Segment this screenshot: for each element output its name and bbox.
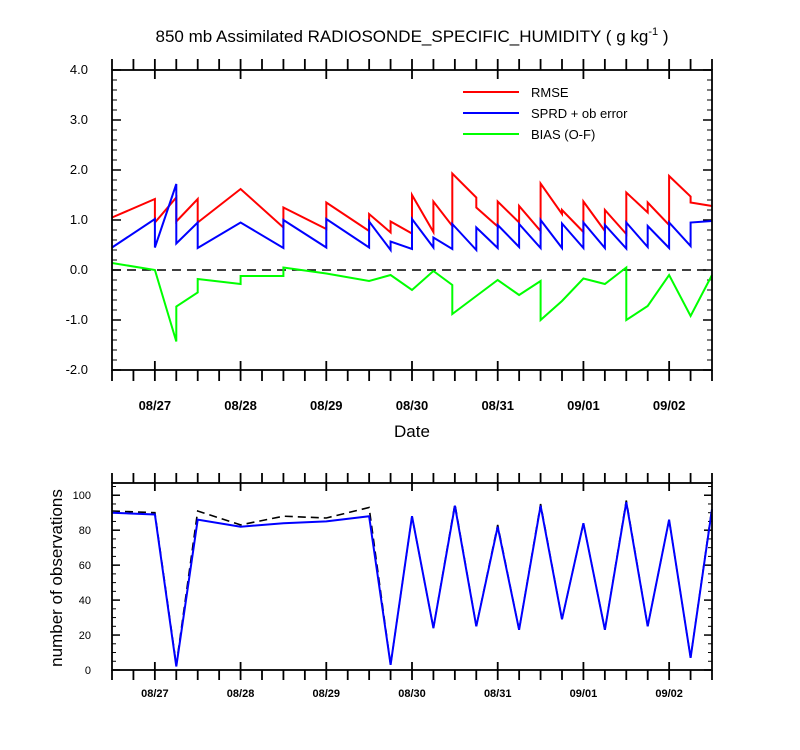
top-plot-frame [111, 69, 713, 371]
bottom-y-axis-title: number of observations [47, 489, 66, 667]
y-tick-label: -1.0 [66, 312, 88, 327]
x-tick-label: 08/28 [227, 688, 255, 700]
series-line-rmse [111, 171, 713, 237]
x-tick-label: 08/30 [396, 398, 429, 413]
x-tick-label: 08/29 [313, 688, 341, 700]
x-tick-label: 08/31 [484, 688, 512, 700]
y-tick-label: 80 [79, 525, 91, 537]
x-tick-label: 09/02 [655, 688, 683, 700]
top-chart-title-prefix: 850 mb Assimilated RADIOSONDE_SPECIFIC_H… [156, 27, 649, 46]
bottom-x-tick-labels: 08/27 08/28 08/29 08/30 08/31 09/01 09/02 [141, 688, 683, 700]
bottom-ticks [111, 473, 713, 680]
y-tick-label: 3.0 [70, 112, 88, 127]
top-chart-title-suffix: ) [658, 27, 668, 46]
y-tick-label: 2.0 [70, 162, 88, 177]
x-tick-label: 08/27 [139, 398, 172, 413]
x-tick-label: 08/28 [224, 398, 257, 413]
series-line-assimilated [111, 502, 713, 667]
y-tick-label: -2.0 [66, 362, 88, 377]
y-tick-label: 20 [79, 630, 91, 642]
legend-label-bias: BIAS (O-F) [531, 127, 595, 142]
y-tick-label: 1.0 [70, 212, 88, 227]
y-tick-label: 60 [79, 560, 91, 572]
legend: RMSE SPRD + ob error BIAS (O-F) [463, 85, 628, 142]
top-x-tick-labels: 08/27 08/28 08/29 08/30 08/31 09/01 09/02 [139, 398, 686, 413]
y-tick-label: 100 [73, 490, 91, 502]
top-chart-title-sup: -1 [648, 26, 658, 38]
top-y-tick-labels: -2.0 -1.0 0.0 1.0 2.0 3.0 4.0 [66, 62, 88, 377]
series-line-bias-o-f [111, 262, 713, 342]
y-tick-label: 0 [85, 665, 91, 677]
x-tick-label: 09/01 [567, 398, 600, 413]
top-chart-title: 850 mb Assimilated RADIOSONDE_SPECIFIC_H… [156, 26, 669, 46]
top-x-axis-title: Date [394, 422, 430, 441]
top-series-group [111, 171, 713, 342]
y-tick-label: 0.0 [70, 262, 88, 277]
bottom-series-group [111, 500, 713, 667]
y-tick-label: 4.0 [70, 62, 88, 77]
x-tick-label: 08/29 [310, 398, 343, 413]
x-tick-label: 08/31 [481, 398, 514, 413]
x-tick-label: 09/02 [653, 398, 686, 413]
series-line-sprd-ob-error [111, 183, 713, 253]
x-tick-label: 09/01 [570, 688, 598, 700]
y-tick-label: 40 [79, 595, 91, 607]
x-tick-label: 08/27 [141, 688, 169, 700]
legend-label-rmse: RMSE [531, 85, 569, 100]
legend-label-sprd: SPRD + ob error [531, 106, 628, 121]
bottom-y-tick-labels: 0 20 40 60 80 100 [73, 490, 91, 677]
x-tick-label: 08/30 [398, 688, 426, 700]
bottom-plot-frame [111, 482, 713, 671]
